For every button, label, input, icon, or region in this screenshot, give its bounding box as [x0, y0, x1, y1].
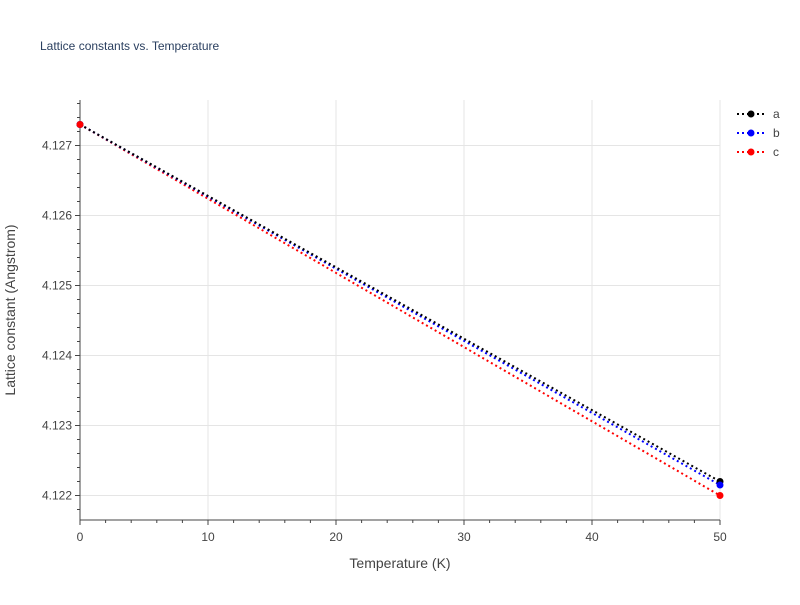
series-lines [76, 121, 724, 499]
y-axis-title: Lattice constant (Angstrom) [2, 224, 18, 395]
axes [75, 100, 721, 525]
y-tick-label: 4.125 [42, 279, 72, 293]
x-tick-label: 50 [713, 530, 727, 544]
legend-label: b [773, 126, 780, 140]
x-tick-label: 40 [585, 530, 599, 544]
y-tick-label: 4.126 [42, 209, 72, 223]
x-axis-title: Temperature (K) [349, 555, 450, 571]
legend-marker [747, 110, 755, 118]
series-line-c[interactable] [79, 123, 721, 497]
y-tick-label: 4.127 [42, 139, 72, 153]
legend-item-b[interactable]: b [737, 126, 780, 140]
legend: abc [737, 107, 780, 159]
data-point-b[interactable] [716, 481, 724, 489]
tick-labels: 0 10 20 30 40 50 4.122 4.123 4.124 4.125 4.126 4.12… [42, 139, 727, 545]
legend-marker [747, 129, 755, 137]
x-tick-label: 10 [201, 530, 215, 544]
grid [80, 100, 721, 520]
legend-item-c[interactable]: c [737, 145, 779, 159]
chart-title: Lattice constants vs. Temperature [40, 39, 220, 53]
x-tick-label: 0 [77, 530, 84, 544]
y-tick-label: 4.124 [42, 349, 72, 363]
legend-item-a[interactable]: a [737, 107, 780, 121]
y-tick-label: 4.123 [42, 419, 72, 433]
x-tick-label: 20 [329, 530, 343, 544]
data-point-c[interactable] [76, 121, 84, 128]
legend-marker [747, 148, 755, 156]
series-line-a[interactable] [79, 123, 721, 483]
legend-label: a [773, 107, 780, 121]
y-tick-label: 4.122 [42, 489, 72, 503]
data-point-c[interactable] [716, 492, 724, 499]
x-tick-label: 30 [457, 530, 471, 544]
legend-label: c [773, 145, 779, 159]
